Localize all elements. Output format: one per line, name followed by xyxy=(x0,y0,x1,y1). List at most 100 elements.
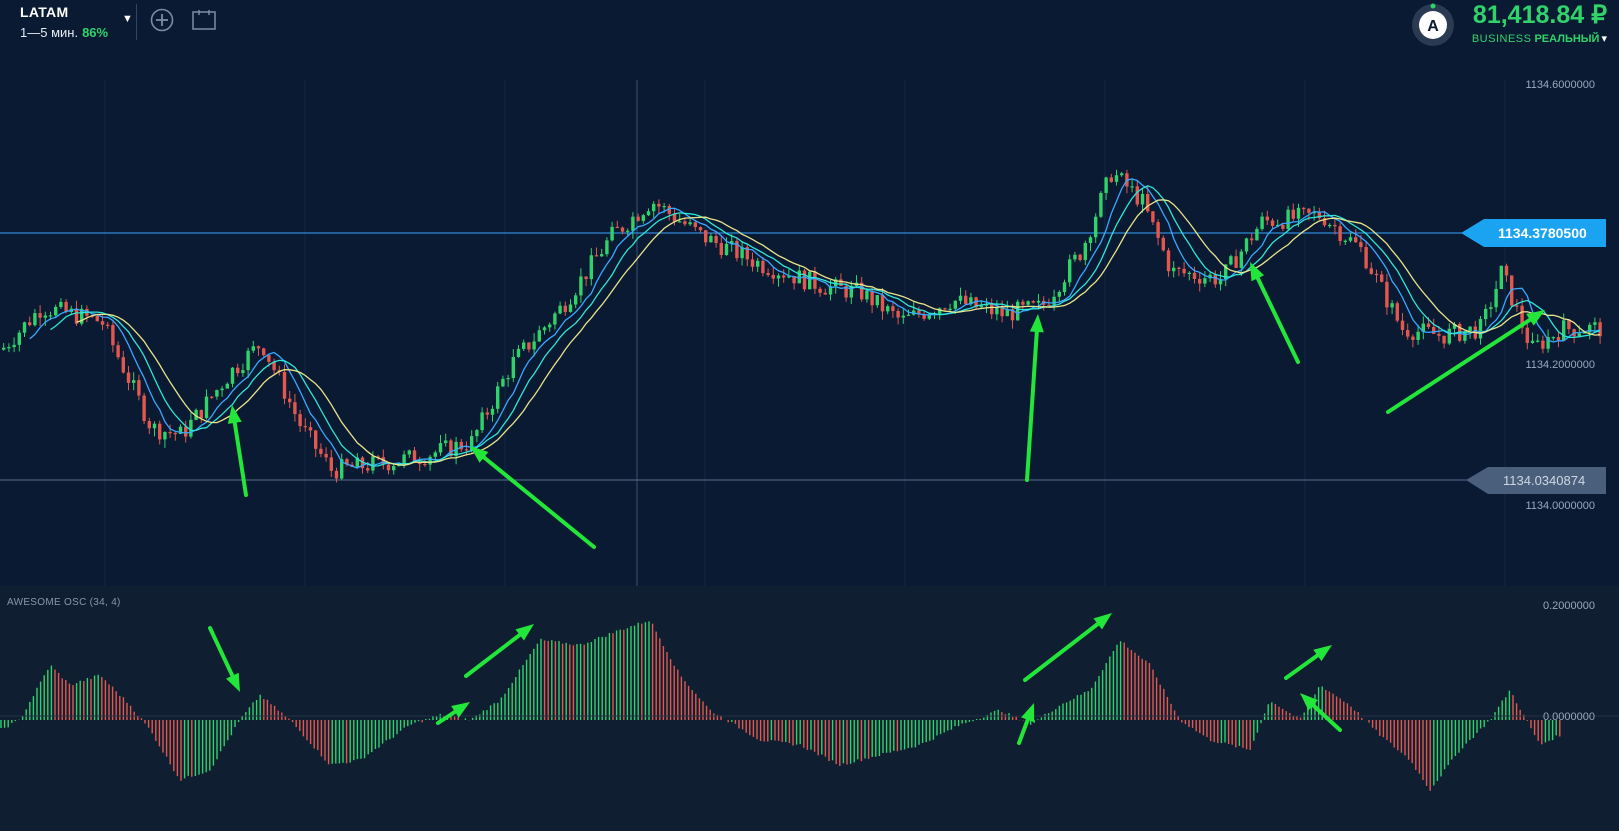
candle-body xyxy=(444,440,448,444)
candle-body xyxy=(194,409,198,420)
candle-body xyxy=(267,355,271,362)
balance-panel[interactable]: 81,418.84 ₽ BUSINESS РЕАЛЬНЫЙ ▾ xyxy=(1472,0,1607,45)
candle-body xyxy=(241,370,245,374)
candle xyxy=(1177,266,1181,277)
candle xyxy=(1156,219,1160,246)
candle-body xyxy=(423,463,427,466)
candle xyxy=(527,342,531,353)
candle xyxy=(875,295,879,308)
candle xyxy=(43,311,47,326)
candle-body xyxy=(1562,320,1566,341)
candle-body xyxy=(1094,216,1098,238)
candle-body xyxy=(1182,268,1186,274)
candle xyxy=(943,307,947,311)
candle xyxy=(1395,301,1399,323)
candle-body xyxy=(527,342,531,350)
arrow-shaft xyxy=(1017,717,1030,745)
candle-body xyxy=(1437,333,1441,336)
candle xyxy=(844,283,848,302)
candle-body xyxy=(1463,331,1467,341)
candle-body xyxy=(329,457,333,471)
candle-body xyxy=(1052,296,1056,305)
candle-body xyxy=(953,300,957,309)
candle-body xyxy=(1541,340,1545,349)
candle xyxy=(1322,210,1327,228)
candle xyxy=(1255,226,1259,241)
candle xyxy=(173,431,177,441)
candle xyxy=(282,364,287,405)
candle xyxy=(1198,272,1202,292)
candle-body xyxy=(875,295,879,306)
candle xyxy=(1380,270,1384,283)
asset-dropdown-icon[interactable]: ▼ xyxy=(122,13,133,25)
candle-body xyxy=(303,426,307,428)
candle-body xyxy=(1083,242,1087,261)
candle xyxy=(1260,212,1264,232)
candle-body xyxy=(418,462,422,465)
candle-body xyxy=(927,314,931,319)
candle xyxy=(782,269,786,283)
candle xyxy=(990,298,994,320)
candle xyxy=(1489,302,1493,318)
avatar-letter: A xyxy=(1427,18,1439,35)
candle-body xyxy=(1577,333,1581,337)
candle xyxy=(137,374,141,401)
candle-body xyxy=(1296,207,1301,219)
asset-details: 1—5 мин. 86% xyxy=(20,25,108,40)
candle-body xyxy=(792,276,796,284)
candle xyxy=(1333,217,1337,235)
candle-body xyxy=(1447,328,1451,344)
candle-body xyxy=(964,295,968,304)
candle-body xyxy=(693,222,697,228)
candle-body xyxy=(1530,340,1535,343)
candle-body xyxy=(776,275,781,279)
candle-body xyxy=(511,357,515,379)
candle-body xyxy=(334,470,339,479)
candle-body xyxy=(184,426,188,437)
candle-body xyxy=(371,456,375,471)
candle-body xyxy=(688,222,692,225)
candle xyxy=(1520,298,1524,335)
candle xyxy=(657,199,661,215)
account-info: BUSINESS РЕАЛЬНЫЙ ▾ xyxy=(1472,32,1607,45)
asset-selector[interactable]: LATAM 1—5 мин. 86% xyxy=(20,4,108,40)
candle xyxy=(1551,336,1555,341)
arrow-head xyxy=(515,624,534,641)
candle xyxy=(496,381,500,414)
candle xyxy=(860,276,864,302)
candle-body xyxy=(818,288,822,293)
candle-body xyxy=(298,414,302,427)
candle xyxy=(1556,332,1561,348)
candle-body xyxy=(620,227,625,232)
plus-circle-icon[interactable] xyxy=(150,8,174,32)
candle-body xyxy=(402,454,406,464)
candle-body xyxy=(132,380,136,383)
candle-body xyxy=(116,345,120,358)
candle xyxy=(901,308,905,324)
candle-body xyxy=(1520,305,1524,328)
candle xyxy=(80,304,84,326)
candle xyxy=(1203,271,1207,288)
candle xyxy=(1328,223,1332,229)
candle xyxy=(1421,316,1425,340)
candle xyxy=(818,286,822,297)
avatar[interactable]: A xyxy=(1411,3,1455,47)
candle-body xyxy=(761,260,765,274)
candle-body xyxy=(516,348,521,358)
candle-body xyxy=(48,315,53,317)
balance-amount: 81,418.84 ₽ xyxy=(1472,1,1607,29)
candle-body xyxy=(745,247,749,260)
candle xyxy=(1073,251,1077,262)
candle xyxy=(896,308,900,325)
candle-body xyxy=(381,457,385,465)
calendar-icon[interactable] xyxy=(192,10,216,30)
candle-body xyxy=(1546,337,1550,349)
candle xyxy=(22,321,27,337)
annotation-arrows xyxy=(208,262,1545,745)
caret-down-icon[interactable]: ▾ xyxy=(1601,33,1607,45)
candle xyxy=(771,266,775,284)
candle-body xyxy=(215,390,219,397)
candle-body xyxy=(839,279,843,286)
candle xyxy=(33,308,37,327)
